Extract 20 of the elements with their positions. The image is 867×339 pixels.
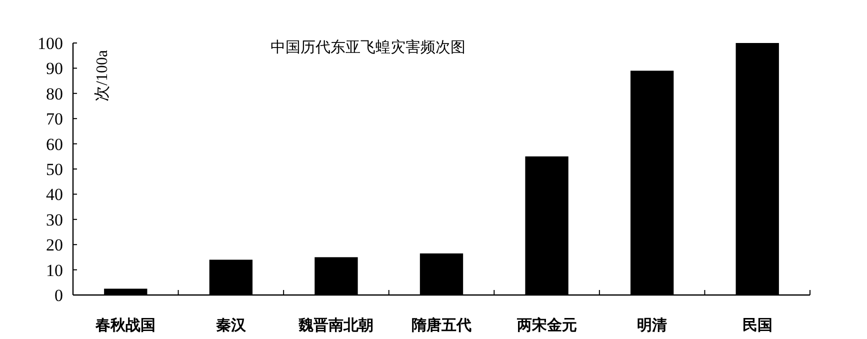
x-tick-label: 明清 [637,317,668,334]
y-tick-label: 90 [46,59,63,78]
x-tick-label: 春秋战国 [94,317,156,334]
x-tick-label: 民国 [742,318,772,334]
y-tick-label: 80 [46,84,63,104]
y-tick-label: 40 [46,185,63,204]
y-tick-label: 10 [46,260,63,280]
y-tick-label: 100 [38,34,63,53]
x-tick-label: 隋唐五代 [412,316,472,334]
y-tick-label: 20 [46,236,63,255]
x-tick-label: 两宋金元 [516,316,577,334]
y-tick-label: 30 [46,210,63,230]
x-tick-label: 魏晋南北朝 [298,317,374,334]
y-tick-label: 0 [54,286,63,305]
x-tick-label: 秦汉 [216,317,247,334]
y-tick-label: 60 [46,134,63,154]
y-tick-label: 70 [46,110,63,129]
chart-title: 中国历代东亚飞蝗灾害频次图 [270,39,466,56]
y-axis-title: 次/100a [94,50,111,102]
y-tick-label: 50 [46,160,63,179]
